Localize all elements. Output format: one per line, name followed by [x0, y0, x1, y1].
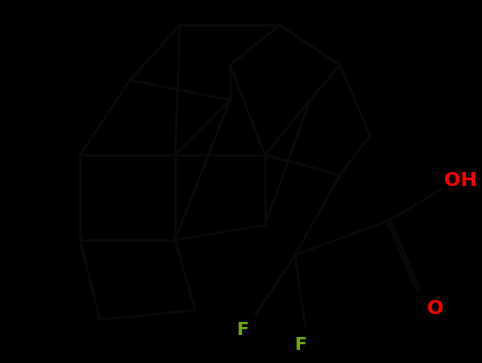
Text: O: O: [427, 298, 443, 318]
Text: F: F: [294, 336, 306, 354]
Text: F: F: [237, 321, 249, 339]
Text: OH: OH: [443, 171, 476, 189]
